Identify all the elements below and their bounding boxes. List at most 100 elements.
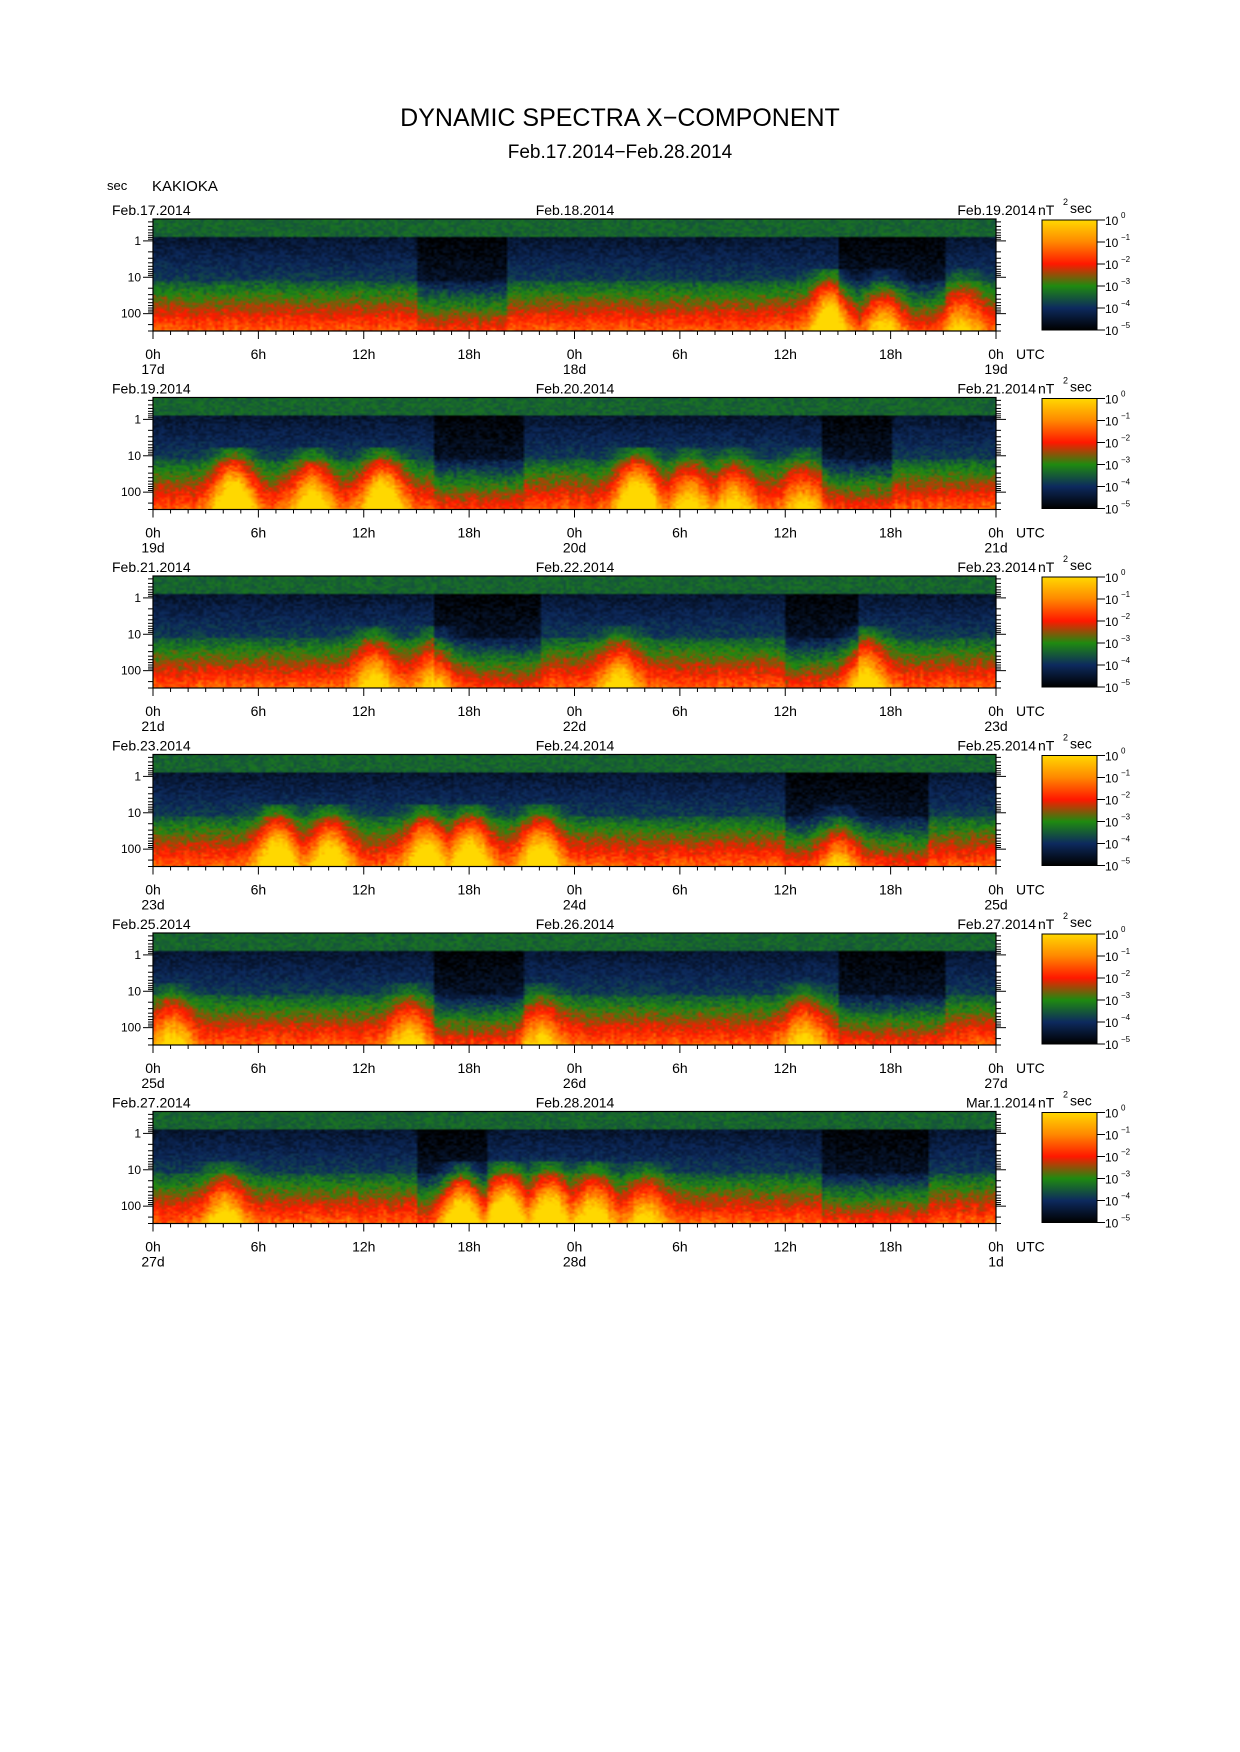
colorbar-unit-label: nT [1038, 559, 1055, 575]
colorbar-tick-exponent: −1 [1121, 947, 1131, 956]
colorbar-tick-label: 10 [1105, 503, 1119, 517]
spectrogram-image [153, 933, 996, 1045]
day-label: 27d [141, 1254, 164, 1270]
day-label: 22d [563, 718, 586, 734]
colorbar-tick-label: 10 [1105, 593, 1119, 607]
spectrogram-image [153, 397, 996, 510]
colorbar-unit-suffix: sec [1070, 200, 1092, 216]
colorbar-tick-exponent: 0 [1121, 925, 1126, 934]
spectrogram-panel: Feb.25.2014 Feb.26.2014 Feb.27.20141101000… [112, 911, 1131, 1091]
colorbar-tick-label: 10 [1105, 1173, 1119, 1187]
colorbar-tick-label: 10 [1105, 637, 1119, 651]
panel-date-mid: Feb.22.2014 [536, 559, 615, 575]
colorbar-tick-label: 10 [1105, 481, 1119, 495]
colorbar-tick-exponent: −2 [1121, 791, 1131, 800]
x-tick-label: 18h [879, 1239, 902, 1255]
colorbar-tick-exponent: −4 [1121, 835, 1131, 844]
x-tick-label: 0h [567, 346, 583, 362]
colorbar [1041, 933, 1098, 1045]
spectrogram-panel: Feb.27.2014 Feb.28.2014 Mar.1.20141101000h… [112, 1090, 1131, 1270]
x-tick-label: 18h [457, 882, 480, 898]
colorbar-tick-exponent: −2 [1121, 255, 1131, 264]
spectrogram-image [153, 219, 996, 331]
colorbar-unit-suffix: sec [1070, 379, 1092, 395]
colorbar-tick-exponent: −1 [1121, 1126, 1131, 1135]
colorbar-tick-exponent: −2 [1121, 612, 1131, 621]
x-tick-label: 6h [251, 346, 267, 362]
colorbar-tick-label: 10 [1105, 1217, 1119, 1231]
day-label: 23d [984, 718, 1007, 734]
panel-date-right: Feb.19.2014 [957, 202, 1036, 218]
colorbar-tick-exponent: −5 [1121, 321, 1131, 330]
panel-date-mid: Feb.28.2014 [536, 1095, 615, 1111]
x-tick-label: 12h [352, 882, 375, 898]
colorbar-tick-exponent: −3 [1121, 277, 1131, 286]
panel-date-left: Feb.25.2014 [112, 916, 191, 932]
colorbar-tick-exponent: −2 [1121, 1148, 1131, 1157]
x-tick-label: 18h [879, 525, 902, 541]
spectrogram-panel: Feb.21.2014 Feb.22.2014 Feb.23.20141101000… [112, 554, 1131, 734]
panel-date-mid: Feb.24.2014 [536, 738, 615, 754]
day-label: 19d [141, 540, 164, 556]
x-tick-label: 18h [879, 1060, 902, 1076]
y-tick-label: 10 [128, 270, 142, 284]
x-tick-label: 6h [672, 346, 688, 362]
y-tick-label: 100 [121, 664, 141, 678]
colorbar [1041, 576, 1098, 688]
chart-subtitle: Feb.17.2014−Feb.28.2014 [507, 142, 733, 163]
y-tick-label: 10 [128, 984, 142, 998]
x-tick-label: 18h [457, 1060, 480, 1076]
x-tick-label: 0h [567, 1060, 583, 1076]
x-tick-label: 0h [988, 525, 1004, 541]
y-tick-label: 1 [134, 948, 141, 962]
colorbar-tick-exponent: −1 [1121, 590, 1131, 599]
panel-date-mid: Feb.26.2014 [536, 916, 615, 932]
x-tick-label: 6h [672, 1239, 688, 1255]
colorbar-unit-suffix: sec [1070, 1093, 1092, 1109]
panel-date-left: Feb.23.2014 [112, 738, 191, 754]
y-tick-label: 10 [128, 1163, 142, 1177]
colorbar-tick-exponent: −3 [1121, 634, 1131, 643]
x-tick-label: 6h [251, 1060, 267, 1076]
x-tick-label: 0h [988, 1239, 1004, 1255]
colorbar-unit-suffix: sec [1070, 557, 1092, 573]
colorbar-tick-label: 10 [1105, 615, 1119, 629]
x-tick-label: 12h [774, 525, 797, 541]
y-tick-label: 100 [121, 307, 141, 321]
x-unit-label: UTC [1016, 1060, 1045, 1076]
panel-date-right: Feb.23.2014 [957, 559, 1036, 575]
colorbar [1041, 755, 1098, 866]
colorbar-tick-label: 10 [1105, 437, 1119, 451]
colorbar-tick-exponent: 0 [1121, 211, 1126, 220]
panel-date-right: Feb.21.2014 [957, 381, 1036, 397]
spectrogram-panel: Feb.23.2014 Feb.24.2014 Feb.25.20141101000… [112, 733, 1131, 913]
colorbar-unit-label: nT [1038, 381, 1055, 397]
colorbar-tick-label: 10 [1105, 393, 1119, 407]
colorbar-tick-exponent: −3 [1121, 813, 1131, 822]
y-tick-label: 10 [128, 806, 142, 820]
panel-date-left: Feb.17.2014 [112, 202, 191, 218]
x-tick-label: 0h [145, 882, 161, 898]
x-tick-label: 0h [567, 1239, 583, 1255]
colorbar-unit-suffix: sec [1070, 914, 1092, 930]
x-tick-label: 12h [352, 346, 375, 362]
colorbar-unit-exponent: 2 [1063, 733, 1068, 743]
colorbar-tick-label: 10 [1105, 324, 1119, 338]
colorbar-tick-exponent: −3 [1121, 991, 1131, 1000]
y-tick-label: 100 [121, 1199, 141, 1213]
colorbar-tick-label: 10 [1105, 302, 1119, 316]
colorbar-unit-exponent: 2 [1063, 911, 1068, 921]
x-tick-label: 0h [988, 703, 1004, 719]
colorbar-tick-exponent: −4 [1121, 656, 1131, 665]
x-tick-label: 6h [672, 882, 688, 898]
colorbar-tick-label: 10 [1105, 681, 1119, 695]
colorbar-tick-exponent: −1 [1121, 769, 1131, 778]
x-tick-label: 0h [145, 346, 161, 362]
station-name: KAKIOKA [152, 178, 218, 195]
colorbar-unit-exponent: 2 [1063, 554, 1068, 564]
colorbar-tick-label: 10 [1105, 571, 1119, 585]
colorbar [1041, 1112, 1098, 1223]
colorbar-tick-exponent: −2 [1121, 434, 1131, 443]
colorbar-tick-label: 10 [1105, 972, 1119, 986]
